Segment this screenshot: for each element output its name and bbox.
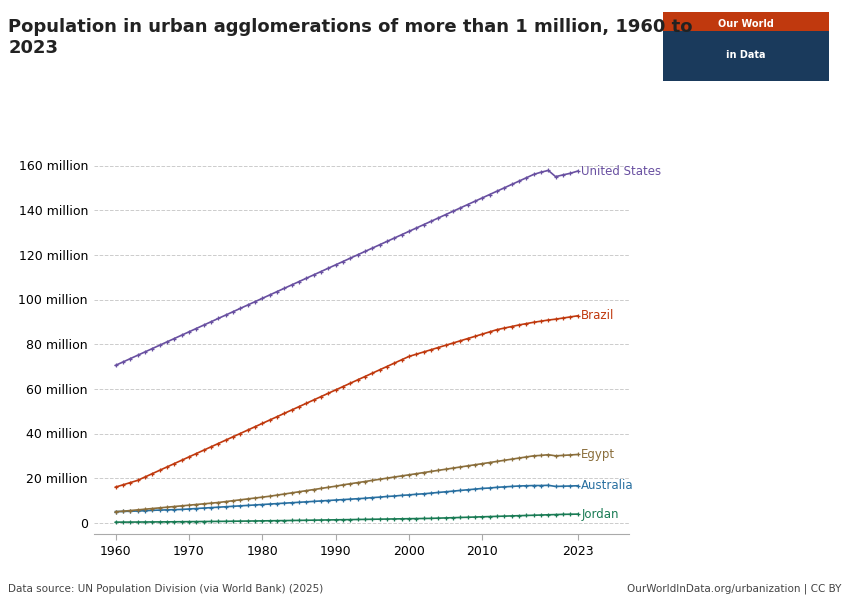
Text: Our World: Our World xyxy=(718,19,774,29)
Text: in Data: in Data xyxy=(726,50,766,60)
Text: Population in urban agglomerations of more than 1 million, 1960 to
2023: Population in urban agglomerations of mo… xyxy=(8,18,693,57)
Text: Jordan: Jordan xyxy=(581,508,619,521)
FancyBboxPatch shape xyxy=(663,12,829,81)
Bar xyxy=(663,12,829,31)
Text: Data source: UN Population Division (via World Bank) (2025): Data source: UN Population Division (via… xyxy=(8,584,324,594)
Text: OurWorldInData.org/urbanization | CC BY: OurWorldInData.org/urbanization | CC BY xyxy=(627,583,842,594)
Text: United States: United States xyxy=(581,164,661,178)
Text: Australia: Australia xyxy=(581,479,634,492)
Text: Egypt: Egypt xyxy=(581,448,615,461)
Text: Brazil: Brazil xyxy=(581,310,615,322)
